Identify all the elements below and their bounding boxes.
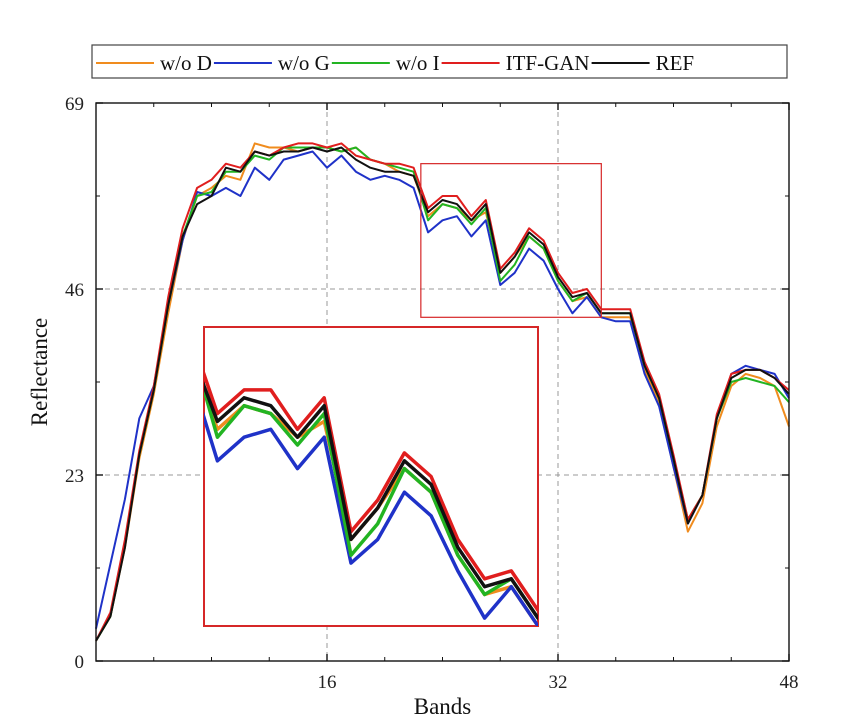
zoom-inset [203, 326, 539, 627]
legend-label: w/o D [160, 51, 212, 75]
x-axis-label: Bands [414, 694, 472, 719]
inset-series [204, 368, 538, 626]
y-tick-label: 46 [65, 280, 84, 301]
legend-item-4: REF [591, 51, 695, 75]
legend-item-0: w/o D [96, 51, 212, 75]
legend-item-2: w/o I [331, 51, 440, 75]
x-tick-label: 32 [549, 672, 568, 693]
inset-frame [203, 326, 539, 627]
legend-label: ITF-GAN [506, 51, 590, 75]
axis-ticks: 16 32 48 0 23 46 69 [65, 94, 799, 693]
zoom-source-box [420, 163, 602, 318]
legend-label: w/o G [278, 51, 330, 75]
legend-label: REF [656, 51, 695, 75]
legend-item-1: w/o G [213, 51, 330, 75]
x-tick-label: 48 [780, 672, 799, 693]
inset-series-line-3 [204, 368, 538, 613]
inset-series-line-4 [204, 381, 538, 620]
y-tick-label: 69 [65, 94, 84, 115]
inset-series-line-2 [204, 383, 538, 620]
inset-series-line-1 [204, 411, 538, 626]
y-tick-label: 23 [65, 466, 84, 487]
y-axis-label: Reflectance [27, 318, 52, 427]
legend-label: w/o I [396, 51, 440, 75]
x-tick-label: 16 [318, 672, 337, 693]
legend-box [91, 44, 788, 79]
legend: w/o D w/o G w/o I ITF-GAN REF [91, 44, 788, 79]
y-tick-label: 0 [75, 652, 85, 673]
series-line-4 [95, 146, 790, 642]
legend-item-3: ITF-GAN [441, 51, 590, 75]
series-lines [95, 142, 790, 642]
